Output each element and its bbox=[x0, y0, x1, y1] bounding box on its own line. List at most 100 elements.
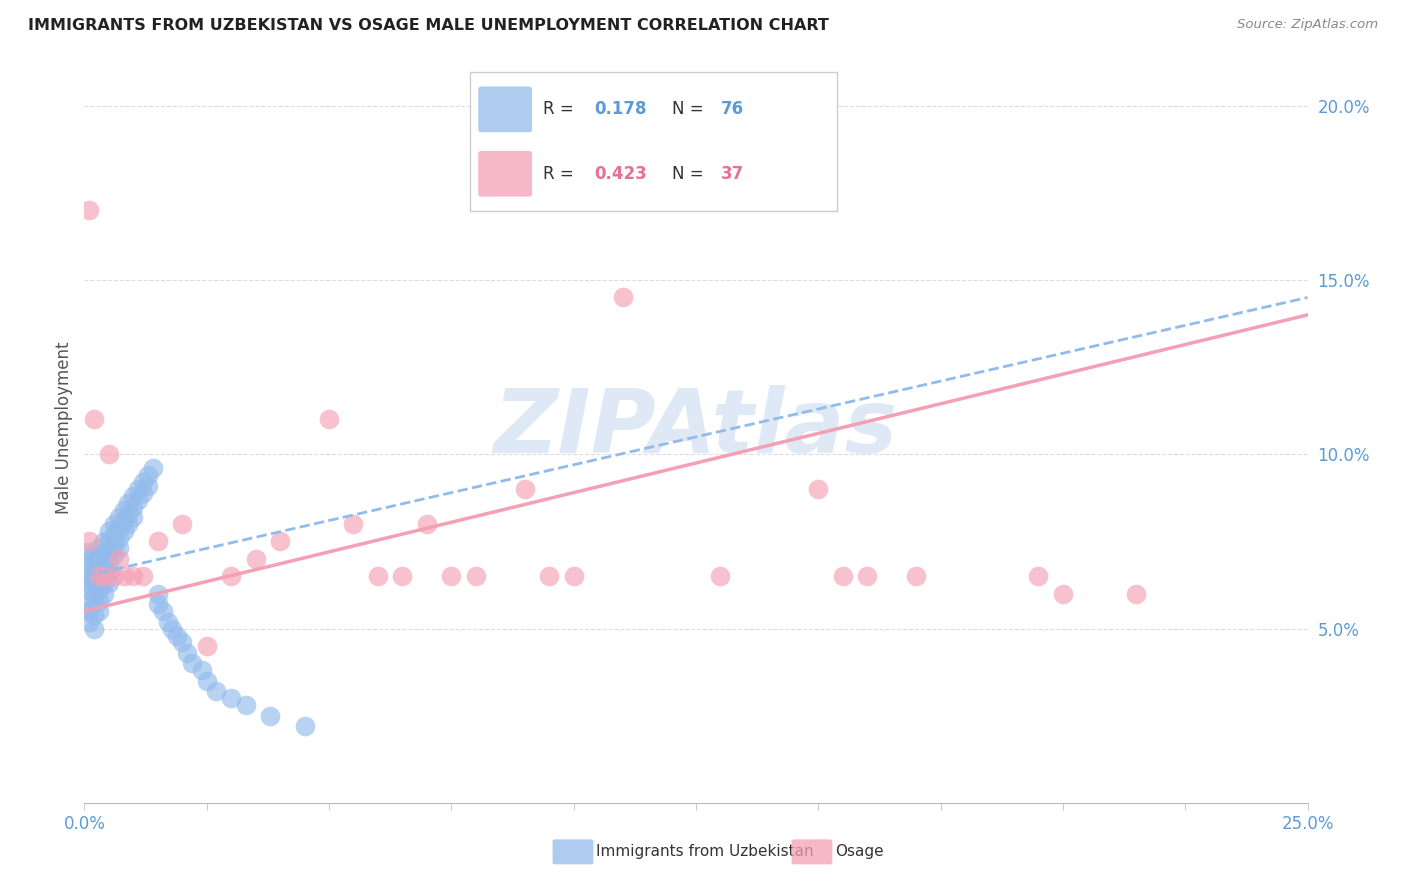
Point bbox=[122, 489, 145, 503]
Point bbox=[83, 549, 105, 563]
Point bbox=[513, 482, 536, 496]
Point bbox=[93, 569, 115, 583]
Point bbox=[112, 503, 135, 517]
Point bbox=[112, 524, 135, 538]
Point bbox=[77, 552, 100, 566]
Text: 76: 76 bbox=[720, 100, 744, 119]
Point bbox=[172, 635, 194, 649]
Point bbox=[112, 514, 135, 528]
Point bbox=[195, 639, 218, 653]
Point bbox=[127, 492, 149, 507]
Point bbox=[107, 541, 129, 556]
Point bbox=[152, 604, 174, 618]
Point bbox=[831, 569, 853, 583]
Point bbox=[87, 583, 110, 598]
Point bbox=[77, 615, 100, 629]
Point bbox=[93, 576, 115, 591]
Point bbox=[122, 500, 145, 514]
Point bbox=[117, 507, 139, 521]
Text: Osage: Osage bbox=[835, 845, 884, 859]
Text: Source: ZipAtlas.com: Source: ZipAtlas.com bbox=[1237, 18, 1378, 31]
Point bbox=[77, 558, 100, 573]
Point bbox=[83, 607, 105, 622]
Point bbox=[146, 534, 169, 549]
Point bbox=[122, 569, 145, 583]
Point bbox=[132, 569, 155, 583]
FancyBboxPatch shape bbox=[478, 87, 531, 132]
Point bbox=[1125, 587, 1147, 601]
Point bbox=[146, 587, 169, 601]
Point bbox=[107, 510, 129, 524]
Point bbox=[83, 597, 105, 611]
Point bbox=[97, 447, 120, 461]
Point bbox=[440, 569, 463, 583]
Point bbox=[117, 516, 139, 531]
Point bbox=[219, 569, 242, 583]
Text: R =: R = bbox=[543, 100, 579, 119]
Point bbox=[132, 475, 155, 490]
FancyBboxPatch shape bbox=[478, 151, 531, 196]
Point bbox=[807, 482, 830, 496]
Point bbox=[77, 604, 100, 618]
Point bbox=[93, 587, 115, 601]
Point bbox=[107, 552, 129, 566]
Point bbox=[112, 569, 135, 583]
Point bbox=[1028, 569, 1050, 583]
Y-axis label: Male Unemployment: Male Unemployment bbox=[55, 342, 73, 515]
Point bbox=[117, 496, 139, 510]
Point bbox=[77, 576, 100, 591]
Point bbox=[219, 691, 242, 706]
Point bbox=[146, 597, 169, 611]
Point bbox=[416, 516, 439, 531]
Point bbox=[538, 569, 561, 583]
Point bbox=[87, 573, 110, 587]
Point bbox=[156, 615, 179, 629]
Point bbox=[132, 485, 155, 500]
Point bbox=[87, 541, 110, 556]
Point bbox=[181, 657, 204, 671]
FancyBboxPatch shape bbox=[470, 72, 837, 211]
Point bbox=[83, 622, 105, 636]
Point bbox=[103, 549, 125, 563]
Point bbox=[191, 664, 214, 678]
Text: IMMIGRANTS FROM UZBEKISTAN VS OSAGE MALE UNEMPLOYMENT CORRELATION CHART: IMMIGRANTS FROM UZBEKISTAN VS OSAGE MALE… bbox=[28, 18, 830, 33]
Point bbox=[391, 569, 413, 583]
Point bbox=[176, 646, 198, 660]
Point bbox=[905, 569, 928, 583]
Point bbox=[83, 569, 105, 583]
Point bbox=[294, 719, 316, 733]
Point bbox=[93, 534, 115, 549]
Point bbox=[97, 524, 120, 538]
Point bbox=[83, 412, 105, 426]
Text: ZIPAtlas: ZIPAtlas bbox=[494, 384, 898, 472]
Point bbox=[127, 482, 149, 496]
Point bbox=[235, 698, 257, 713]
Point bbox=[77, 545, 100, 559]
Point bbox=[136, 468, 159, 483]
Point bbox=[166, 628, 188, 642]
Point bbox=[103, 569, 125, 583]
Point bbox=[83, 587, 105, 601]
Point bbox=[103, 527, 125, 541]
Point bbox=[77, 593, 100, 607]
Point bbox=[77, 534, 100, 549]
Point bbox=[93, 545, 115, 559]
Text: 0.423: 0.423 bbox=[595, 165, 647, 183]
Point bbox=[87, 569, 110, 583]
Text: R =: R = bbox=[543, 165, 579, 183]
Point bbox=[97, 534, 120, 549]
Point bbox=[195, 673, 218, 688]
Point bbox=[162, 622, 184, 636]
Point bbox=[83, 558, 105, 573]
Point bbox=[93, 566, 115, 580]
Point bbox=[1052, 587, 1074, 601]
Point bbox=[709, 569, 731, 583]
Text: N =: N = bbox=[672, 165, 709, 183]
Text: Immigrants from Uzbekistan: Immigrants from Uzbekistan bbox=[596, 845, 814, 859]
Point bbox=[83, 576, 105, 591]
Point bbox=[87, 552, 110, 566]
Point bbox=[87, 593, 110, 607]
Point bbox=[136, 478, 159, 492]
Text: 0.178: 0.178 bbox=[595, 100, 647, 119]
Point bbox=[245, 552, 267, 566]
